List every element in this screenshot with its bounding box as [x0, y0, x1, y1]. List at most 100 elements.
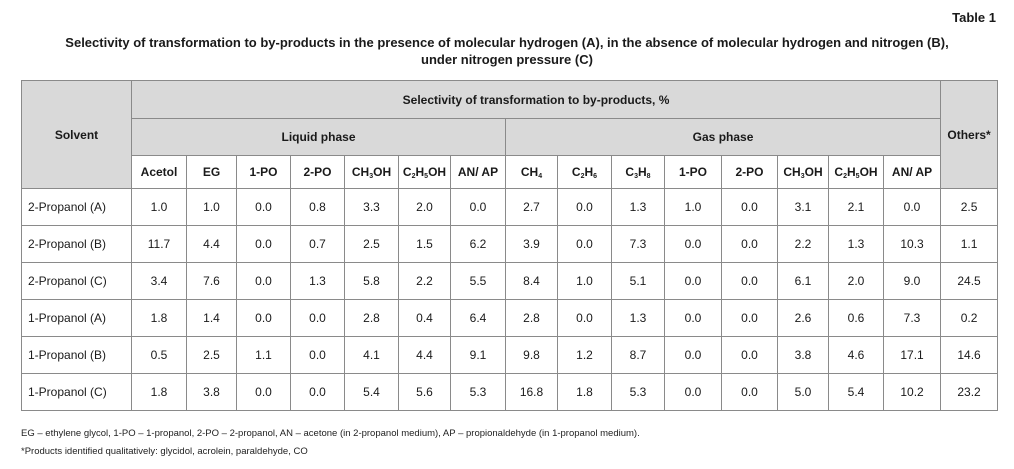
value-cell: 5.8	[344, 262, 399, 300]
solvent-cell: 1-Propanol (A)	[21, 299, 132, 337]
value-cell: 0.0	[882, 188, 942, 226]
value-cell: 1.3	[828, 225, 884, 263]
value-cell: 0.0	[721, 336, 778, 374]
gas-column-header: CH4	[505, 155, 558, 189]
value-cell: 6.1	[777, 262, 829, 300]
gas-column-header: 1-PO	[664, 155, 722, 189]
gas-phase-header: Gas phase	[504, 118, 942, 156]
value-cell: 8.4	[505, 262, 558, 300]
value-cell: 5.1	[611, 262, 665, 300]
gas-column-header: C2H6	[557, 155, 612, 189]
value-cell: 2.8	[344, 299, 399, 337]
liquid-phase-header: Liquid phase	[131, 118, 506, 156]
solvent-header: Solvent	[21, 80, 132, 189]
caption-line-1: Selectivity of transformation to by-prod…	[65, 35, 949, 50]
value-cell: 0.0	[664, 373, 722, 411]
value-cell: 0.0	[721, 225, 778, 263]
selectivity-header: Selectivity of transformation to by-prod…	[130, 80, 942, 119]
value-cell: 0.0	[721, 188, 778, 226]
value-cell: 1.8	[131, 373, 187, 411]
value-cell: 1.1	[940, 225, 999, 263]
solvent-cell: 2-Propanol (C)	[21, 262, 132, 300]
value-cell: 1.3	[611, 188, 665, 226]
value-cell: 5.4	[828, 373, 884, 411]
value-cell: 9.1	[450, 336, 506, 374]
value-cell: 4.1	[344, 336, 399, 374]
value-cell: 10.3	[882, 225, 942, 263]
value-cell: 3.8	[186, 373, 237, 411]
table-row: 1-Propanol (A) 1.8 1.4 0.0 0.0 2.8 0.4 6.4 2.8 0.…	[21, 299, 999, 337]
value-cell: 4.4	[398, 336, 451, 374]
value-cell: 1.4	[186, 299, 237, 337]
liquid-column-header: CH3OH	[344, 155, 399, 189]
value-cell: 2.1	[828, 188, 884, 226]
table-row: 1-Propanol (C) 1.8 3.8 0.0 0.0 5.4 5.6 5.3 16.8 1…	[21, 373, 999, 411]
value-cell: 5.0	[777, 373, 829, 411]
value-cell: 7.6	[186, 262, 237, 300]
value-cell: 0.7	[290, 225, 345, 263]
value-cell: 1.8	[557, 373, 612, 411]
value-cell: 0.0	[290, 373, 345, 411]
solvent-cell: 2-Propanol (A)	[21, 188, 132, 226]
table-caption: Selectivity of transformation to by-prod…	[0, 34, 1014, 68]
value-cell: 2.2	[777, 225, 829, 263]
table-row: 1-Propanol (B) 0.5 2.5 1.1 0.0 4.1 4.4 9.1 9.8 1.…	[21, 336, 999, 374]
value-cell: 0.0	[721, 373, 778, 411]
value-cell: 0.6	[828, 299, 884, 337]
value-cell: 4.4	[186, 225, 237, 263]
value-cell: 5.3	[450, 373, 506, 411]
liquid-column-header: C2H5OH	[398, 155, 451, 189]
value-cell: 2.0	[398, 188, 451, 226]
value-cell: 0.0	[236, 188, 291, 226]
value-cell: 1.8	[131, 299, 187, 337]
value-cell: 2.7	[505, 188, 558, 226]
value-cell: 4.6	[828, 336, 884, 374]
selectivity-table: Solvent Selectivity of transformation to…	[21, 80, 999, 411]
value-cell: 0.0	[664, 225, 722, 263]
value-cell: 3.1	[777, 188, 829, 226]
others-header: Others*	[940, 80, 999, 189]
value-cell: 0.4	[398, 299, 451, 337]
value-cell: 3.4	[131, 262, 187, 300]
value-cell: 0.0	[290, 336, 345, 374]
value-cell: 0.0	[664, 336, 722, 374]
value-cell: 0.0	[557, 225, 612, 263]
value-cell: 2.2	[398, 262, 451, 300]
value-cell: 1.0	[664, 188, 722, 226]
value-cell: 9.0	[882, 262, 942, 300]
value-cell: 14.6	[940, 336, 999, 374]
value-cell: 0.0	[290, 299, 345, 337]
gas-column-header: CH3OH	[777, 155, 829, 189]
value-cell: 5.6	[398, 373, 451, 411]
value-cell: 1.1	[236, 336, 291, 374]
footnote-abbreviations: EG – ethylene glycol, 1-PO – 1-propanol,…	[21, 428, 640, 439]
liquid-column-header: Acetol	[131, 155, 187, 189]
value-cell: 2.5	[940, 188, 999, 226]
table-row: 2-Propanol (B) 11.7 4.4 0.0 0.7 2.5 1.5 6.2 3.9 0…	[21, 225, 999, 263]
value-cell: 7.3	[882, 299, 942, 337]
value-cell: 1.0	[186, 188, 237, 226]
value-cell: 3.3	[344, 188, 399, 226]
gas-column-header: AN/ AP	[882, 155, 942, 189]
table-row: 2-Propanol (C) 3.4 7.6 0.0 1.3 5.8 2.2 5.5 8.4 1.…	[21, 262, 999, 300]
table-number: Table 1	[952, 10, 996, 25]
value-cell: 0.0	[664, 299, 722, 337]
value-cell: 2.5	[186, 336, 237, 374]
caption-line-2: under nitrogen pressure (C)	[421, 52, 593, 67]
value-cell: 6.2	[450, 225, 506, 263]
gas-column-header: C2H5OH	[828, 155, 884, 189]
liquid-column-header: 2-PO	[290, 155, 345, 189]
value-cell: 5.3	[611, 373, 665, 411]
value-cell: 2.8	[505, 299, 558, 337]
solvent-cell: 1-Propanol (C)	[21, 373, 132, 411]
value-cell: 5.5	[450, 262, 506, 300]
value-cell: 0.0	[236, 225, 291, 263]
liquid-column-header: AN/ AP	[450, 155, 506, 189]
value-cell: 0.2	[940, 299, 999, 337]
value-cell: 17.1	[882, 336, 942, 374]
value-cell: 1.3	[290, 262, 345, 300]
value-cell: 11.7	[131, 225, 187, 263]
value-cell: 0.0	[236, 262, 291, 300]
value-cell: 16.8	[505, 373, 558, 411]
value-cell: 3.8	[777, 336, 829, 374]
